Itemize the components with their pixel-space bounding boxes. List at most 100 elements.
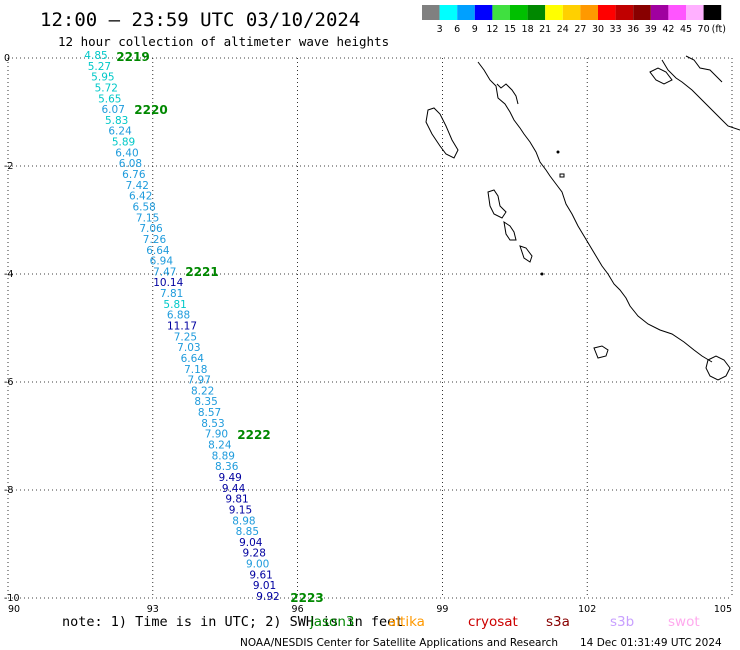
y-tick-label: -6 <box>4 377 13 388</box>
satellite-name: s3a <box>546 614 570 630</box>
track-value: 6.08 <box>119 158 142 170</box>
legend-swatch <box>598 5 616 20</box>
track-value: 6.07 <box>102 104 125 116</box>
island-simeulue-small <box>559 173 565 178</box>
track-value: 5.89 <box>112 137 135 149</box>
x-tick-label: 102 <box>578 604 596 615</box>
satellite-name: s3b <box>610 614 634 630</box>
track-value: 10.14 <box>153 277 183 289</box>
satellite-name: cryosat <box>468 614 518 630</box>
y-tick-label: -4 <box>4 269 13 280</box>
legend-label: 30 <box>592 24 604 35</box>
track-value: 7.26 <box>143 234 167 246</box>
track-value: 7.97 <box>188 375 211 387</box>
track-value: 8.35 <box>194 396 217 408</box>
track-value: 6.64 <box>146 245 170 257</box>
track-value: 7.03 <box>177 342 200 354</box>
latitude-tick-labels: 0 -2 -4 -6 -8 -10 <box>4 53 20 604</box>
track-value: 8.98 <box>232 515 255 527</box>
legend-swatch <box>650 5 669 20</box>
track-value: 7.47 <box>153 266 176 278</box>
track-value: 9.01 <box>253 580 276 592</box>
satellite-name: altika <box>388 614 425 630</box>
legend-label: 18 <box>522 24 534 35</box>
legend-label: 39 <box>645 24 657 35</box>
page-title: 12:00 – 23:59 UTC 03/10/2024 <box>40 9 360 31</box>
track-value: 7.42 <box>126 180 149 192</box>
page-subtitle: 12 hour collection of altimeter wave hei… <box>58 34 389 49</box>
color-legend: 3 6 9 12 15 18 21 24 27 30 33 36 39 42 45 70 (ft) <box>422 5 726 35</box>
track-value: 6.94 <box>150 256 174 268</box>
track-value: 9.92 <box>256 591 279 603</box>
legend-swatch <box>686 5 704 20</box>
track-value: 8.57 <box>198 407 221 419</box>
track-time-label: 2223 <box>290 591 323 605</box>
lat-lon-grid <box>7 57 733 599</box>
track-value: 7.90 <box>205 429 228 441</box>
legend-swatch <box>545 5 563 20</box>
track-value: 9.61 <box>249 569 272 581</box>
legend-label: 27 <box>574 24 586 35</box>
track-value: 6.24 <box>108 126 132 138</box>
island-simeulue-bay <box>649 67 673 85</box>
track-value: 4.85 <box>84 50 107 62</box>
track-value: 9.00 <box>246 559 269 571</box>
satellite-name: jason3 <box>309 614 354 630</box>
track-value: 6.88 <box>167 310 190 322</box>
track-value: 8.24 <box>208 440 232 452</box>
x-tick-label: 93 <box>147 604 159 615</box>
track-value: 7.81 <box>160 288 183 300</box>
track-value: 6.42 <box>129 191 152 203</box>
track-value: 9.04 <box>239 537 263 549</box>
island-panaitan <box>705 355 731 381</box>
legend-label: 3 <box>437 24 443 35</box>
track-time-labels: 2219 2220 2221 2222 2223 <box>116 50 323 605</box>
track-value: 5.72 <box>95 82 118 94</box>
wave-height-track: 4.855.275.955.725.656.075.836.245.896.40… <box>84 50 279 603</box>
track-time-label: 2219 <box>116 50 149 64</box>
track-value: 7.18 <box>184 364 207 376</box>
legend-swatch <box>492 5 510 20</box>
legend-swatch <box>615 5 634 20</box>
island-pagai <box>519 245 533 263</box>
legend-unit: (ft) <box>712 24 726 35</box>
x-tick-label: 90 <box>8 604 20 615</box>
footer-timestamp: 14 Dec 01:31:49 UTC 2024 <box>580 637 722 649</box>
track-value: 5.83 <box>105 115 128 127</box>
satellite-name: swot <box>668 614 700 630</box>
island-enggano <box>593 345 609 359</box>
island-sipora <box>503 220 517 241</box>
track-value: 5.27 <box>88 61 111 73</box>
track-value: 9.81 <box>225 494 248 506</box>
coastline-sumatra-bump <box>496 83 519 105</box>
track-value: 8.22 <box>191 385 214 397</box>
legend-label: 24 <box>557 24 569 35</box>
track-value: 5.81 <box>163 299 186 311</box>
x-tick-label: 96 <box>292 604 304 615</box>
legend-label: 70 <box>698 24 710 35</box>
x-tick-label: 99 <box>436 604 448 615</box>
track-value: 8.89 <box>212 450 235 462</box>
island-siberut <box>487 189 507 219</box>
legend-label: 42 <box>662 24 674 35</box>
coastline <box>425 55 740 381</box>
y-tick-label: -10 <box>4 593 20 604</box>
legend-label: 33 <box>610 24 622 35</box>
track-value: 9.15 <box>229 504 252 516</box>
y-tick-label: 0 <box>4 53 10 64</box>
islet-1 <box>556 150 560 154</box>
track-time-label: 2220 <box>134 103 167 117</box>
track-time-label: 2221 <box>185 265 218 279</box>
legend-swatch <box>457 5 475 20</box>
legend-swatch <box>422 5 440 20</box>
x-tick-label: 105 <box>714 604 732 615</box>
legend-swatch <box>580 5 598 20</box>
islet-2 <box>540 272 544 276</box>
legend-swatch <box>439 5 458 20</box>
legend-label: 6 <box>454 24 460 35</box>
legend-swatch <box>527 5 546 20</box>
y-tick-label: -2 <box>4 161 13 172</box>
track-value: 8.36 <box>215 461 239 473</box>
coastline-malaysia <box>661 59 740 131</box>
